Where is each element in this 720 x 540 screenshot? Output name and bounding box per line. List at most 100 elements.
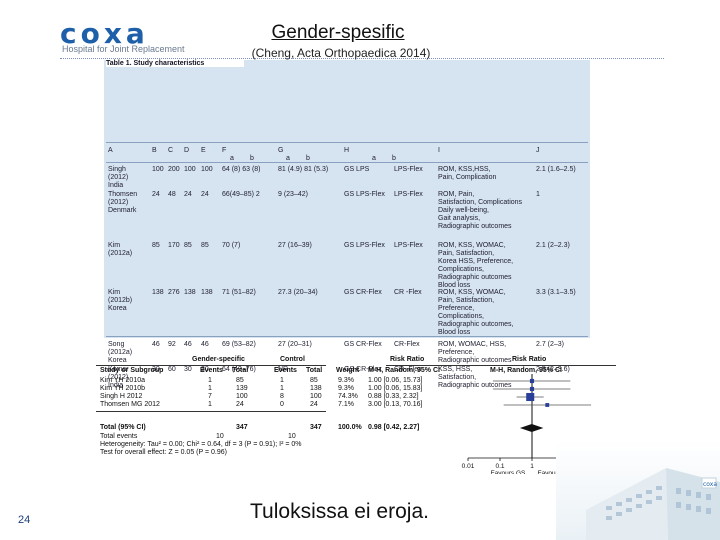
rule [96,411,326,412]
outcome-line: Pain, Satisfaction, [438,250,495,257]
column-subheader: a [286,155,290,162]
table-cell: 85 [152,242,160,249]
table-cell: 46 [201,341,209,348]
slide-subtitle: (Cheng, Acta Orthopaedica 2014) [251,46,431,60]
column-subheader: b [392,155,396,162]
table-cell: 138 [152,289,164,296]
table-cell: 92 [168,341,176,348]
forest-cell: 74.3% [338,393,358,400]
forest-column-header: Events [274,367,297,374]
forest-cell: 1 [208,377,212,384]
outcome-line: Pain, Complication [438,174,497,181]
table-cell: NR [278,366,289,373]
forest-cell: 7.1% [338,401,354,408]
forest-cell: 138 [310,385,322,392]
study-name: (2012) [108,199,129,206]
outcome-line: Blood loss [438,329,471,336]
table-cell: 170 [168,242,180,249]
table-cell: 48 [168,191,176,198]
table-cell: CR -Flex [394,366,422,373]
x-tick-label: 0.1 [495,463,504,470]
svg-text:coxa: coxa [703,481,717,488]
forest-cell: 85 [310,377,318,384]
outcome-line: Korea HSS, Preference, [438,258,514,265]
forest-cell: 1 [208,401,212,408]
overall-effect-text: Test for overall effect: Z = 0.05 (P = 0… [100,449,227,456]
page-number: 24 [18,514,31,526]
conclusion-text: Tuloksissa ei eroja. [250,500,429,523]
table-cell: 30 [184,366,192,373]
table-cell: 60 [168,366,176,373]
column-header: E [201,147,206,154]
forest-cell: 1 [280,385,284,392]
column-header: G [278,147,284,154]
table-cell: 46 [184,341,192,348]
forest-cell: 100 [310,393,322,400]
table-cell: 69 (53–82) [222,341,256,348]
table-cell: GS LPS [344,166,370,173]
study-name: Kim [108,242,121,249]
x-tick-label: 0.01 [462,463,475,470]
forest-cell: 8 [280,393,284,400]
forest-plot: Gender-specific Control Risk Ratio Risk … [96,354,616,474]
total-label: Total (95% CI) [100,424,146,431]
forest-cell: 9.3% [338,377,354,384]
forest-study-name: Singh H 2012 [100,393,143,400]
table-cell: 85 [184,242,192,249]
table-cell: 100 [152,166,164,173]
forest-column-header: Total [306,367,323,374]
logo-tagline: Hospital for Joint Replacement [62,44,185,54]
outcome-line: Radiographic outcomes [438,223,512,230]
study-characteristics-table: Table 1. Study characteristics A B C D E F G H I… [104,60,590,389]
column-subheader: b [306,155,310,162]
study-name: (2012) [108,374,129,381]
forest-cell: 85 [236,377,244,384]
table-cell: 66(49–85) 2 [222,191,260,198]
outcome-line: ROM, KSS,HSS, [438,166,491,173]
forest-cell: 3.00 [0.13, 70.16] [368,401,423,408]
table-cell: 276 [168,289,180,296]
total-events-cell: 10 [288,433,296,440]
outcome-line: Preference, [438,349,475,356]
table-cell: GS CR-Flex [344,289,382,296]
table-caption: Table 1. Study characteristics [106,60,245,67]
study-name: Korea [108,357,127,364]
table-cell: GS LPS-Flex [344,242,385,249]
study-name: India [108,382,124,389]
table-cell: 64 (8) 63 (8) [222,166,261,173]
total-events-cell: 10 [216,433,224,440]
table-cell: CR -Flex [394,289,422,296]
forest-cell: 1 [208,385,212,392]
forest-column-header: Total [232,367,249,374]
table-rule [106,162,588,163]
rr-header: Risk Ratio [390,356,425,363]
group2-header: Control [280,356,305,363]
study-name: Singh [108,166,126,173]
table-cell: 27.3 (20–34) [278,289,318,296]
forest-cell: 139 [236,385,248,392]
table-cell: 9 (23–42) [278,191,308,198]
outcome-line: Radiographic outcomes, [438,321,514,328]
table-rule [106,336,588,337]
forest-cell: 0 [280,401,284,408]
column-header: I [438,147,440,154]
outcome-line: Complications, [438,266,484,273]
column-header: H [344,147,350,154]
forest-study-name: Kim YH 2010b [100,385,146,392]
table-cell: 46 [152,341,160,348]
table-cell: GS LPS-Flex [344,191,385,198]
logo-wordmark: coxa [60,17,149,50]
rr-header-plot: Risk Ratio [512,356,547,363]
forest-cell: 24 [236,401,244,408]
table-cell: 100 [201,166,213,173]
study-marker [545,403,550,407]
forest-cell: 1 [280,377,284,384]
study-marker [529,378,535,384]
total-cell: 347 [310,424,322,431]
forest-study-name: Thomsen MG 2012 [100,401,160,408]
table-cell: 70 (7) [222,242,241,249]
forest-cell: 24 [310,401,318,408]
table-cell: 64 (49–76) [222,366,256,373]
table-cell: 81 (4.9) 81 (5.3) [278,166,329,173]
study-name: (2012a) [108,250,133,257]
